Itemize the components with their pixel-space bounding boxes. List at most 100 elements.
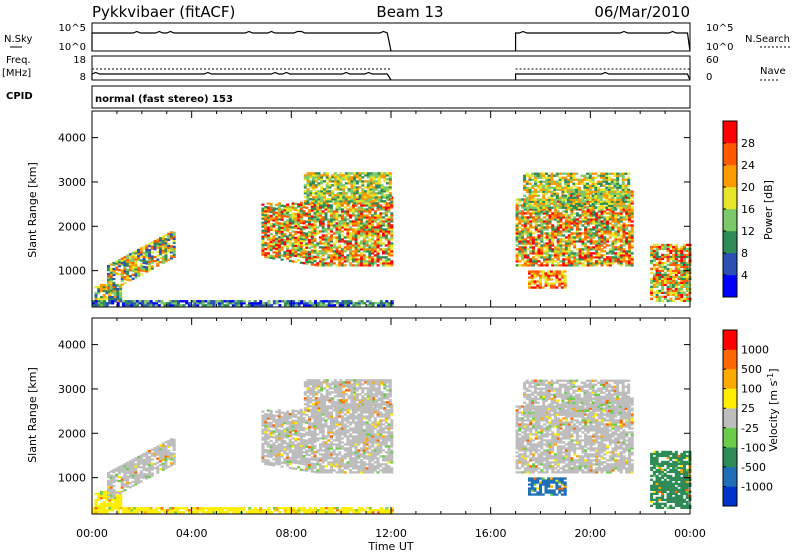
power-cell [605,180,609,183]
power-cell [346,212,350,215]
velocity-cell [126,467,130,470]
power-cell [559,216,563,219]
power-cell [299,241,303,244]
power-cell [187,302,191,305]
power-cell [523,228,527,231]
power-cell [310,243,314,246]
power-cell [316,264,320,267]
power-cell [319,302,323,305]
power-cell [303,176,307,179]
power-cell [266,210,270,213]
velocity-cell [148,455,152,459]
power-cell [366,200,370,203]
power-cell [617,228,620,231]
power-cell [384,236,388,239]
power-cell [313,205,317,209]
power-cell [655,283,659,286]
power-cell [327,242,331,245]
power-cell [294,214,298,218]
power-cell [309,182,313,185]
power-cell [518,222,522,225]
power-cell [139,269,143,272]
power-cell [365,256,369,259]
power-cell [340,224,344,227]
velocity-cell [159,456,162,459]
power-cell [159,245,162,248]
power-cell [161,237,165,240]
power-cell [376,206,380,209]
power-cell [548,258,552,261]
power-cell [537,236,541,239]
power-cell [306,194,310,197]
power-cell [316,302,320,305]
velocity-cell [100,506,103,510]
power-cell [331,180,335,183]
power-cell [669,297,673,300]
power-cell [534,224,538,227]
power-cell [572,198,576,201]
power-cell [528,202,532,205]
power-cell [584,226,588,229]
power-cell [324,246,328,249]
power-cell [577,200,581,203]
power-cell [353,202,357,205]
power-cell [294,240,298,243]
power-cell [291,254,295,257]
velocity-cell [123,489,127,492]
power-cell [532,236,535,239]
power-cell [624,190,628,193]
power-cell [547,178,551,181]
power-cell [368,302,372,305]
power-cell [597,220,601,223]
power-cell [372,178,376,181]
nsky-label: N.Sky [4,34,32,45]
power-cell [338,252,342,255]
power-cell [308,211,311,214]
power-cell [685,271,689,274]
velocity-cell [108,504,112,508]
power-cell [308,260,311,264]
power-cell [663,255,667,259]
power-cell [312,186,315,189]
power-cell [362,250,366,253]
power-cell [606,264,609,267]
velocity-cell [261,428,265,431]
velocity-cell [156,465,160,468]
power-cell [591,180,595,183]
power-cell [685,283,689,286]
power-cell [107,290,110,294]
power-cell [541,270,545,273]
power-cell [383,188,387,191]
power-cell [595,248,599,251]
power-cell [266,222,270,225]
velocity-cell [156,467,160,470]
power-cell [622,210,626,213]
power-cell [328,180,332,183]
power-cell [685,261,689,265]
power-cell [603,254,607,257]
power-cell [354,256,358,259]
power-cell [539,202,543,205]
velocity-cell [139,456,143,459]
power-cell [526,218,530,221]
power-cell [362,232,366,235]
power-cell [383,196,387,199]
power-colorbar-swatch [723,143,737,166]
power-cell [299,229,303,232]
velocity-cell [272,432,276,435]
power-cell [343,236,347,239]
power-cell [283,251,287,254]
power-cell [357,232,361,235]
velocity-cell [272,416,276,419]
power-cell [148,254,152,258]
power-cell [336,180,340,183]
power-cell [148,252,152,256]
power-cell [680,293,684,296]
power-cell [599,194,603,197]
power-cell [357,226,361,229]
velocity-cell [272,448,276,451]
power-cell [533,282,537,285]
power-cell [573,260,577,263]
power-cell [680,251,684,255]
power-cell [515,258,519,261]
